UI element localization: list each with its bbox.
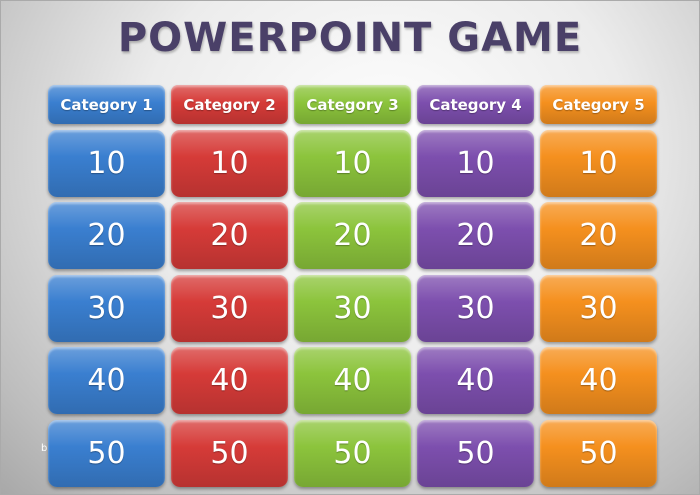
question-tile-c3-30[interactable]: 30 xyxy=(294,275,411,342)
question-tile-c2-10[interactable]: 10 xyxy=(171,130,288,197)
question-tile-c2-50[interactable]: 50 xyxy=(171,420,288,487)
question-tile-c1-40[interactable]: 40 xyxy=(48,347,165,414)
question-tile-c2-20[interactable]: 20 xyxy=(171,202,288,269)
category-header-3[interactable]: Category 3 xyxy=(294,85,411,124)
question-tile-c5-10[interactable]: 10 xyxy=(540,130,657,197)
question-tile-c5-20[interactable]: 20 xyxy=(540,202,657,269)
question-tile-c4-40[interactable]: 40 xyxy=(417,347,534,414)
question-tile-c5-30[interactable]: 30 xyxy=(540,275,657,342)
question-tile-c4-20[interactable]: 20 xyxy=(417,202,534,269)
page-title: POWERPOINT GAME xyxy=(117,15,583,61)
question-tile-c1-10[interactable]: 10 xyxy=(48,130,165,197)
question-tile-c4-10[interactable]: 10 xyxy=(417,130,534,197)
question-tile-c4-30[interactable]: 30 xyxy=(417,275,534,342)
question-tile-c1-20[interactable]: 20 xyxy=(48,202,165,269)
question-tile-c1-30[interactable]: 30 xyxy=(48,275,165,342)
question-tile-c5-40[interactable]: 40 xyxy=(540,347,657,414)
category-header-5[interactable]: Category 5 xyxy=(540,85,657,124)
question-tile-c3-50[interactable]: 50 xyxy=(294,420,411,487)
question-tile-c2-40[interactable]: 40 xyxy=(171,347,288,414)
question-tile-c3-40[interactable]: 40 xyxy=(294,347,411,414)
question-tile-c3-20[interactable]: 20 xyxy=(294,202,411,269)
question-tile-c3-10[interactable]: 10 xyxy=(294,130,411,197)
question-tile-c1-50[interactable]: 50 xyxy=(48,420,165,487)
question-tile-c4-50[interactable]: 50 xyxy=(417,420,534,487)
category-header-4[interactable]: Category 4 xyxy=(417,85,534,124)
question-tile-c2-30[interactable]: 30 xyxy=(171,275,288,342)
category-header-1[interactable]: Category 1 xyxy=(48,85,165,124)
question-tile-c5-50[interactable]: 50 xyxy=(540,420,657,487)
category-header-2[interactable]: Category 2 xyxy=(171,85,288,124)
